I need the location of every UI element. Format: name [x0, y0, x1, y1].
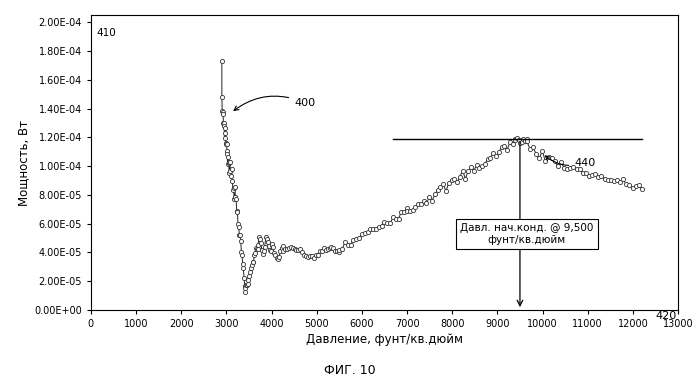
Text: 410: 410	[96, 28, 117, 38]
Text: Давл. нач.конд. @ 9,500
фунт/кв.дюйм: Давл. нач.конд. @ 9,500 фунт/кв.дюйм	[460, 223, 593, 245]
Text: 420: 420	[656, 311, 677, 321]
X-axis label: Давление, фунт/кв.дюйм: Давление, фунт/кв.дюйм	[306, 333, 463, 346]
Y-axis label: Мощность, Вт: Мощность, Вт	[17, 119, 30, 206]
Text: ФИГ. 10: ФИГ. 10	[324, 364, 375, 377]
Text: 400: 400	[234, 96, 315, 110]
Text: 440: 440	[545, 156, 596, 168]
